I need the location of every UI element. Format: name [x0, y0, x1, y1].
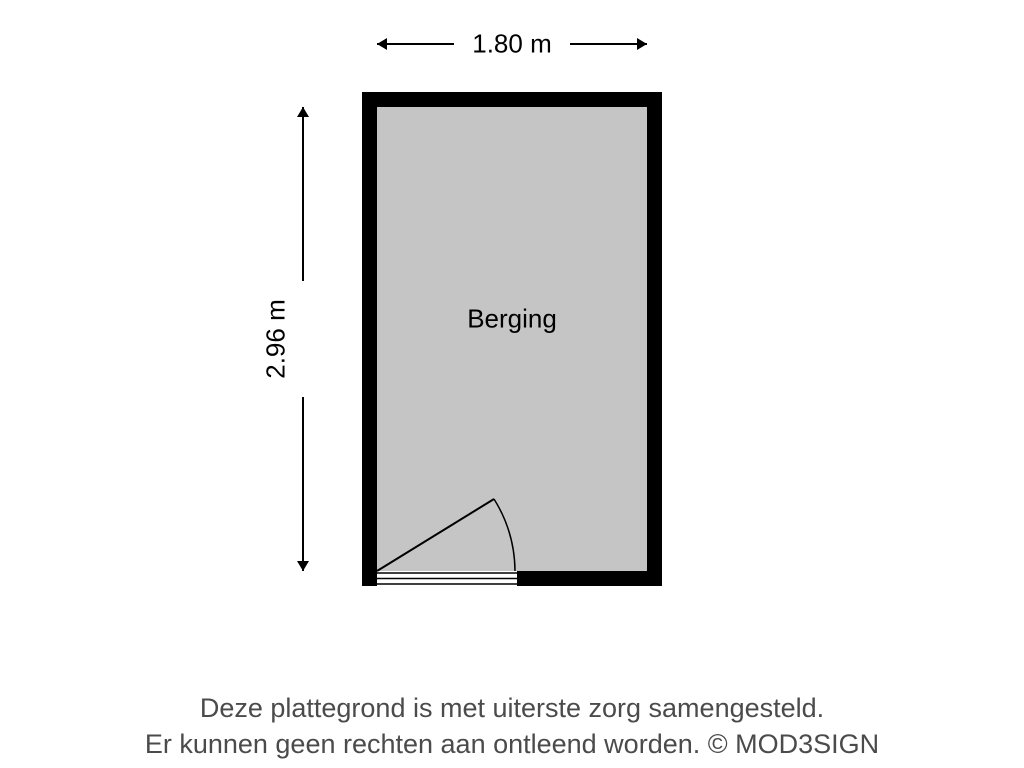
dimension-width-label: 1.80 m	[472, 29, 552, 60]
disclaimer-line2: Er kunnen geen rechten aan ontleend word…	[145, 729, 879, 759]
dimension-height-label: 2.96 m	[261, 299, 292, 379]
floorplan-canvas: Berging 1.80 m 2.96 m Deze plattegrond i…	[0, 0, 1024, 768]
room-floor	[377, 107, 647, 571]
room-label: Berging	[467, 304, 557, 335]
disclaimer-text: Deze plattegrond is met uiterste zorg sa…	[0, 690, 1024, 763]
disclaimer-line1: Deze plattegrond is met uiterste zorg sa…	[200, 693, 824, 723]
